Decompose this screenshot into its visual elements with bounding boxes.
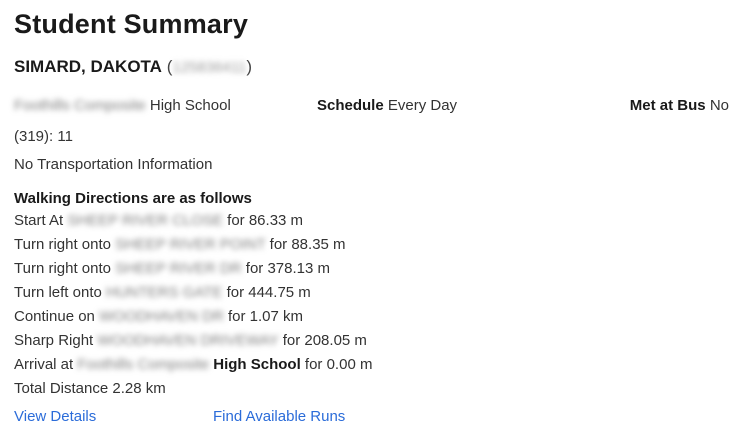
street-name-redacted: SHEEP RIVER POINT bbox=[115, 236, 266, 253]
step-distance: for 444.75 m bbox=[226, 284, 311, 301]
school-type: High School bbox=[149, 97, 231, 114]
transportation-status: No Transportation Information bbox=[14, 156, 213, 173]
walking-directions-heading: Walking Directions are as follows bbox=[14, 190, 252, 207]
direction-step: Start At SHEEP RIVER CLOSE for 86.33 m bbox=[14, 209, 729, 233]
step-distance: for 1.07 km bbox=[227, 308, 304, 325]
street-name-redacted: SHEEP RIVER DR bbox=[115, 260, 242, 277]
met-at-bus-label: Met at Bus bbox=[629, 97, 706, 114]
direction-step: Sharp Right WOODHAVEN DRIVEWAY for 208.0… bbox=[14, 329, 729, 353]
student-id-group: (125836411) bbox=[167, 57, 252, 76]
view-details-col: View Details bbox=[14, 407, 213, 427]
street-name-redacted: HUNTERS GATE bbox=[106, 284, 223, 301]
arrival-prefix: Arrival at bbox=[14, 356, 74, 373]
arrival-school-type: High School bbox=[213, 356, 301, 373]
step-distance: for 378.13 m bbox=[245, 260, 330, 277]
total-distance-line: Total Distance 2.28 km bbox=[14, 380, 166, 397]
street-name-redacted: SHEEP RIVER CLOSE bbox=[67, 212, 223, 229]
step-prefix: Turn right onto bbox=[14, 236, 111, 253]
find-available-runs-link[interactable]: Find Available Runs bbox=[213, 408, 346, 425]
schedule-cell: Schedule Every Day bbox=[317, 95, 630, 116]
info-row: Foothills Composite High School Schedule… bbox=[14, 95, 729, 116]
arrival-school-redacted: Foothills Composite bbox=[77, 356, 210, 373]
arrival-distance: for 0.00 m bbox=[304, 356, 373, 373]
direction-step-arrival: Arrival at Foothills Composite High Scho… bbox=[14, 353, 729, 377]
step-prefix: Sharp Right bbox=[14, 332, 94, 349]
paren-open: ( bbox=[166, 57, 173, 76]
step-prefix: Turn right onto bbox=[14, 260, 111, 277]
street-name-redacted: WOODHAVEN DR bbox=[99, 308, 224, 325]
student-name: SIMARD, DAKOTA bbox=[14, 57, 162, 76]
school-cell: Foothills Composite High School bbox=[14, 95, 317, 116]
footer-links: View Details Find Available Runs bbox=[14, 407, 729, 427]
direction-step: Turn left onto HUNTERS GATE for 444.75 m bbox=[14, 281, 729, 305]
view-details-link[interactable]: View Details bbox=[14, 408, 97, 425]
step-prefix: Turn left onto bbox=[14, 284, 102, 301]
find-available-runs-col: Find Available Runs bbox=[213, 407, 345, 427]
street-name-redacted: WOODHAVEN DRIVEWAY bbox=[97, 332, 279, 349]
step-prefix: Continue on bbox=[14, 308, 95, 325]
walking-directions-list: Start At SHEEP RIVER CLOSE for 86.33 m T… bbox=[14, 209, 729, 401]
schedule-label: Schedule bbox=[317, 97, 384, 114]
school-name-redacted: Foothills Composite bbox=[14, 97, 146, 114]
step-distance: for 86.33 m bbox=[227, 212, 304, 229]
page-title: Student Summary bbox=[14, 9, 249, 39]
met-at-bus-cell: Met at Bus No bbox=[630, 95, 729, 116]
direction-step: Turn right onto SHEEP RIVER POINT for 88… bbox=[14, 233, 729, 257]
direction-step: Turn right onto SHEEP RIVER DR for 378.1… bbox=[14, 257, 729, 281]
met-at-bus-value: No bbox=[709, 97, 729, 114]
paren-close: ) bbox=[246, 57, 252, 76]
school-code-line: (319): 11 bbox=[14, 128, 73, 145]
step-distance: for 208.05 m bbox=[282, 332, 367, 349]
student-id-redacted: 125836411 bbox=[172, 59, 247, 76]
schedule-value: Every Day bbox=[387, 97, 458, 114]
step-distance: for 88.35 m bbox=[269, 236, 346, 253]
step-prefix: Start At bbox=[14, 212, 64, 229]
direction-step: Continue on WOODHAVEN DR for 1.07 km bbox=[14, 305, 729, 329]
student-header: SIMARD, DAKOTA (125836411) bbox=[14, 55, 729, 79]
student-summary-page: Student Summary SIMARD, DAKOTA (12583641… bbox=[14, 9, 729, 427]
